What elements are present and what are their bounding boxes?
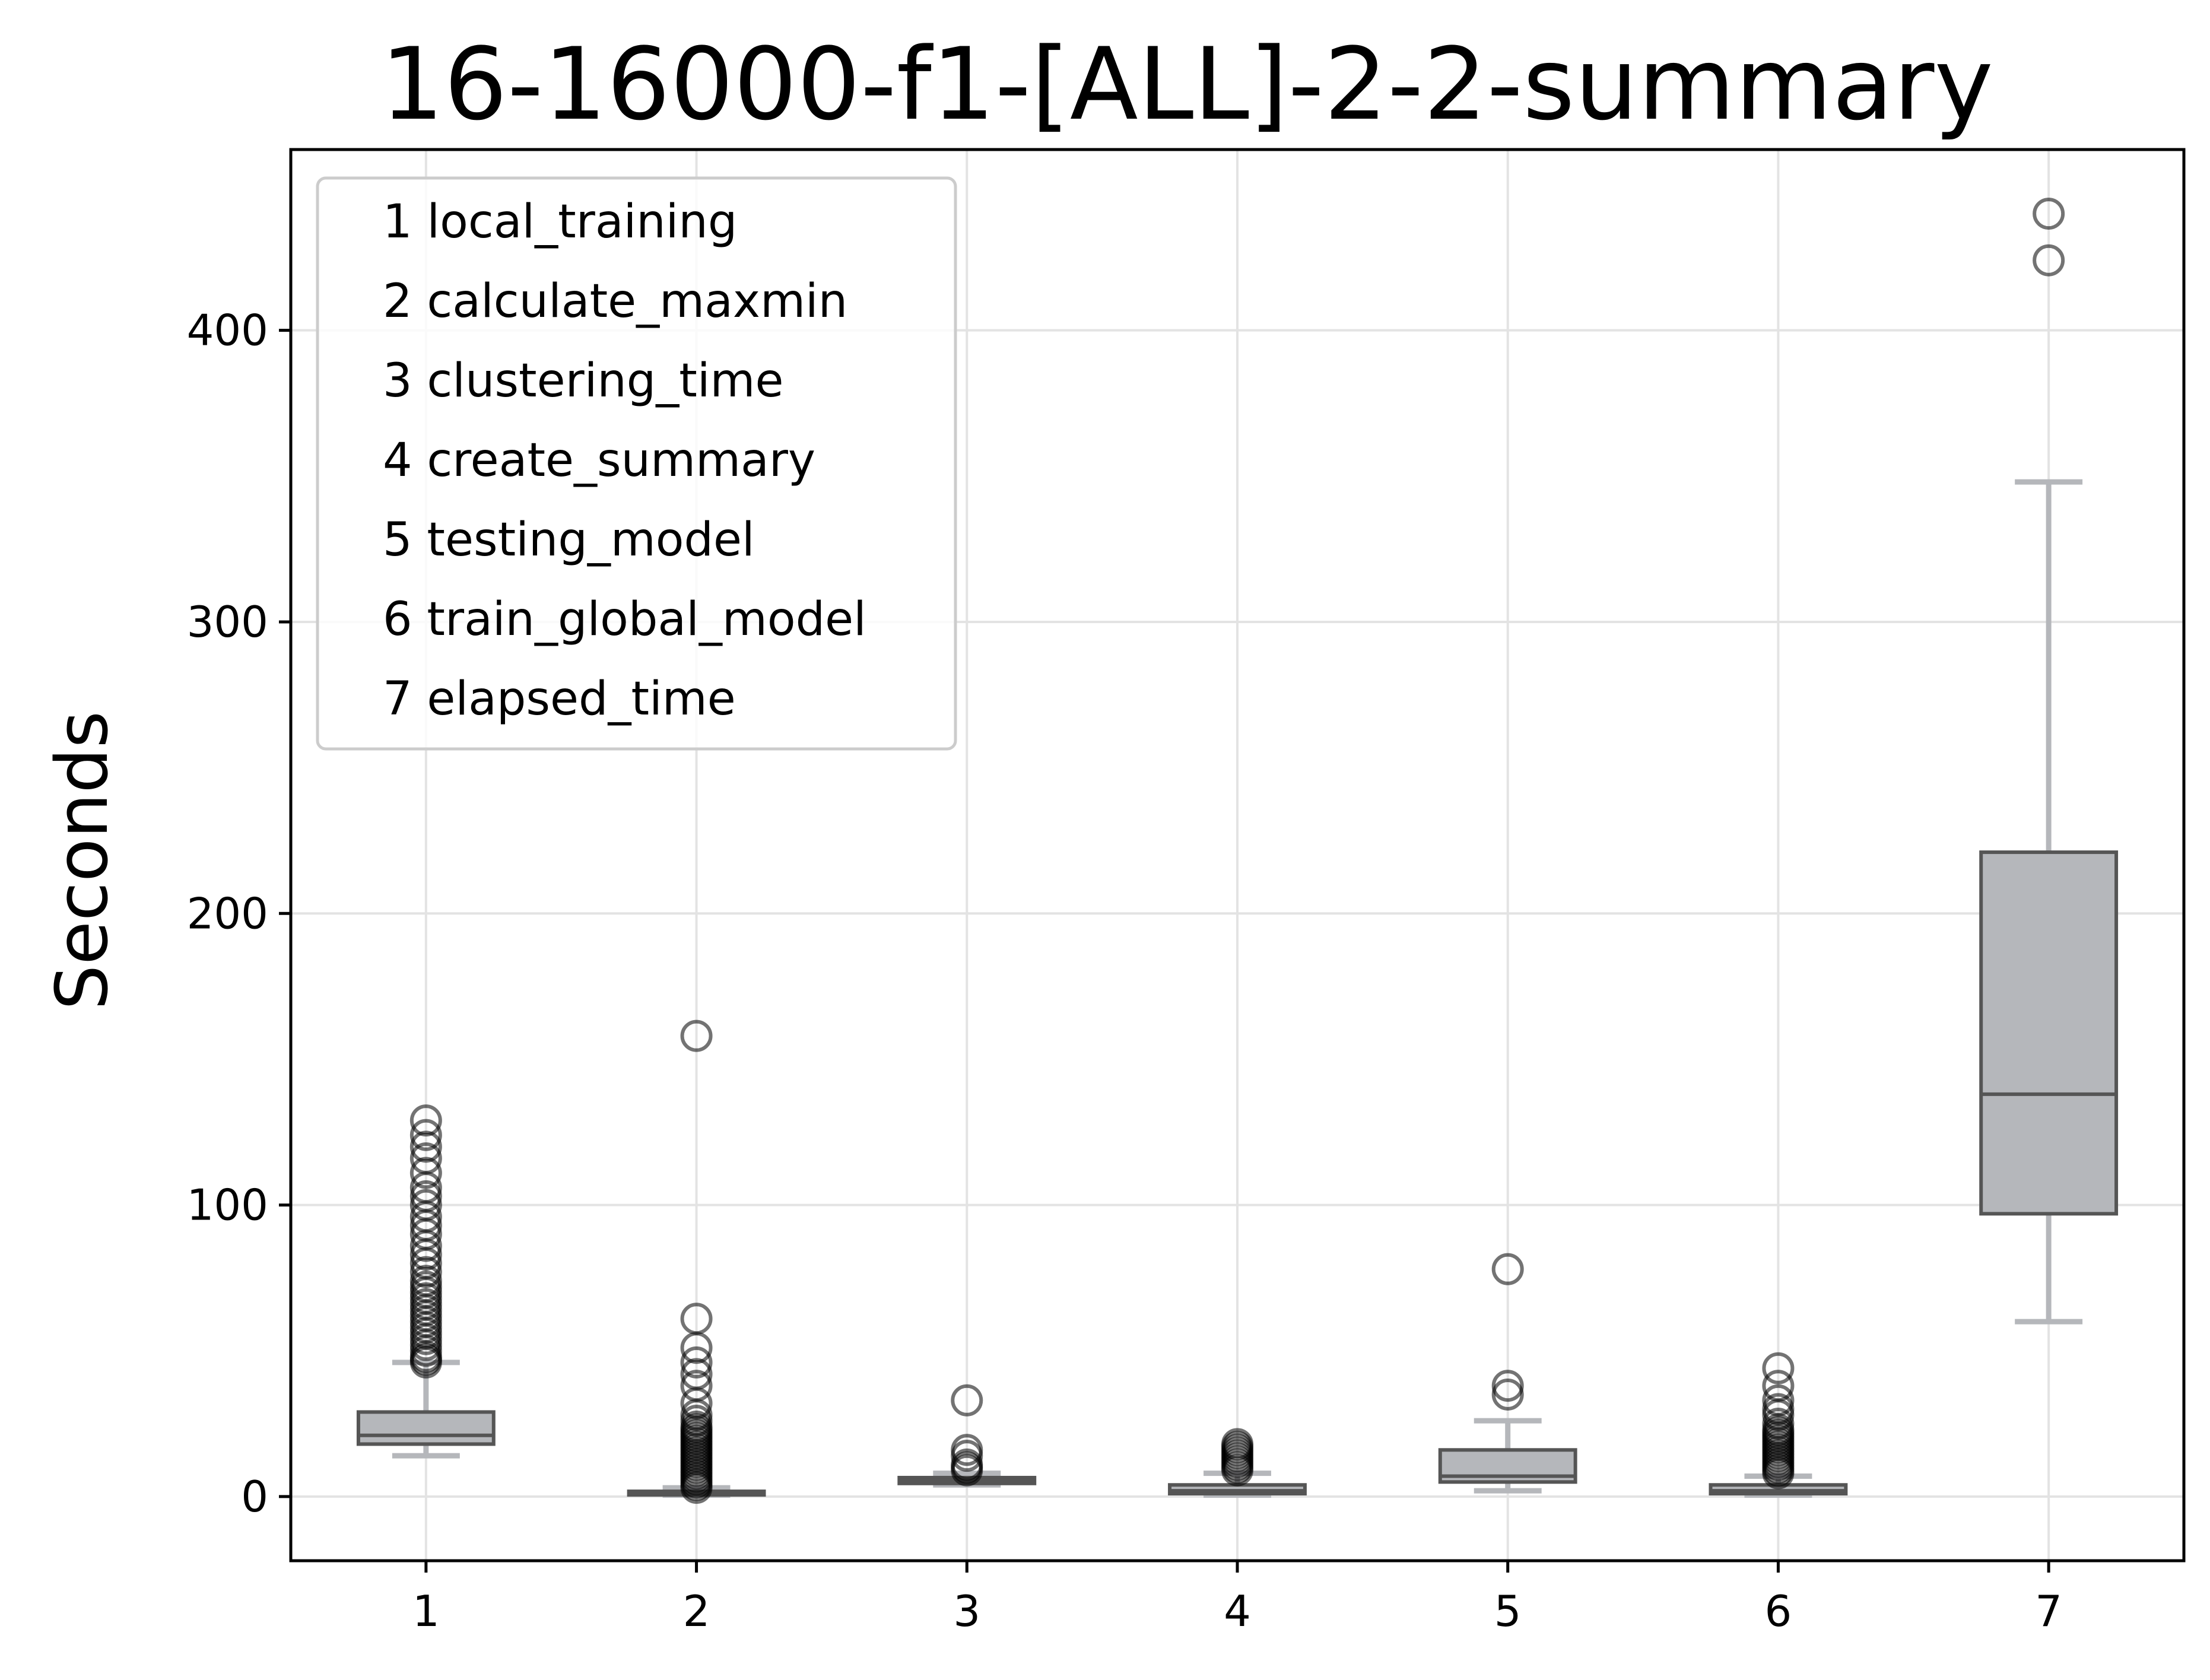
box-group-3 (897, 1384, 1037, 1488)
outlier-point (951, 1448, 983, 1481)
box-group-7 (1979, 198, 2119, 1325)
outlier-point (1762, 1352, 1795, 1384)
x-tick-label: 1 (412, 1586, 440, 1636)
legend-entry: 4 create_summary (383, 434, 815, 487)
outlier-point (2033, 198, 2065, 230)
outlier-point (2033, 244, 2065, 277)
box-group-4 (1168, 1428, 1307, 1498)
outlier-point (680, 1020, 713, 1052)
legend-entry: 5 testing_model (383, 513, 755, 567)
outlier-point (409, 1119, 442, 1151)
boxes (356, 198, 2119, 1504)
legend-entry: 7 elapsed_time (383, 672, 736, 726)
x-tick-label: 7 (2035, 1586, 2062, 1636)
outlier-point (409, 1142, 442, 1174)
outlier-point (409, 1157, 442, 1189)
outlier-point (409, 1189, 442, 1221)
outlier-point (680, 1358, 713, 1390)
outlier-point (680, 1303, 713, 1335)
outlier-point (1491, 1378, 1524, 1411)
legend: 1 local_training 2 calculate_maxmin 3 clus… (316, 176, 957, 751)
outlier-point (409, 1104, 442, 1137)
box-body (356, 1410, 496, 1446)
box-group-1 (356, 1104, 496, 1459)
outlier-point (951, 1434, 983, 1466)
outlier-point (409, 1180, 442, 1212)
x-tick-label: 5 (1494, 1586, 1522, 1636)
y-axis-label: Seconds (42, 711, 124, 1010)
box-group-2 (627, 1020, 766, 1504)
outlier-point (409, 1130, 442, 1163)
outlier-point (951, 1384, 983, 1417)
y-tick-label: 200 (187, 888, 268, 938)
legend-entry: 3 clustering_time (383, 354, 784, 408)
y-tick-label: 300 (187, 597, 268, 647)
box-body (1979, 850, 2119, 1216)
box-group-5 (1438, 1253, 1577, 1494)
legend-frame (316, 176, 957, 751)
outlier-point (409, 1265, 442, 1297)
x-tick-label: 6 (1765, 1586, 1792, 1636)
outlier-point (1762, 1384, 1795, 1417)
x-tick-label: 4 (1224, 1586, 1251, 1636)
outlier-point (1762, 1408, 1795, 1440)
outlier-point (680, 1370, 713, 1402)
legend-entry: 1 local_training (383, 195, 737, 249)
outlier-point (1491, 1370, 1524, 1402)
legend-entry: 6 train_global_model (383, 593, 866, 646)
y-tick-label: 400 (187, 306, 268, 355)
y-tick-label: 100 (187, 1180, 268, 1230)
outlier-point (1762, 1370, 1795, 1402)
outlier-point (1491, 1253, 1524, 1285)
x-tick-label: 3 (953, 1586, 980, 1636)
box-group-6 (1709, 1352, 1848, 1498)
outlier-point (680, 1346, 713, 1379)
axes: 0 100 200 300 400 1 2 3 4 5 6 7 (187, 148, 2186, 1636)
outlier-point (1221, 1428, 1253, 1460)
chart-title: 16-16000-f1-[ALL]-2-2-summary (380, 26, 1993, 142)
x-tick-label: 2 (683, 1586, 710, 1636)
legend-entry: 2 calculate_maxmin (383, 275, 847, 328)
outlier-point (1762, 1393, 1795, 1425)
y-tick-label: 0 (241, 1472, 268, 1522)
outlier-point (409, 1256, 442, 1288)
